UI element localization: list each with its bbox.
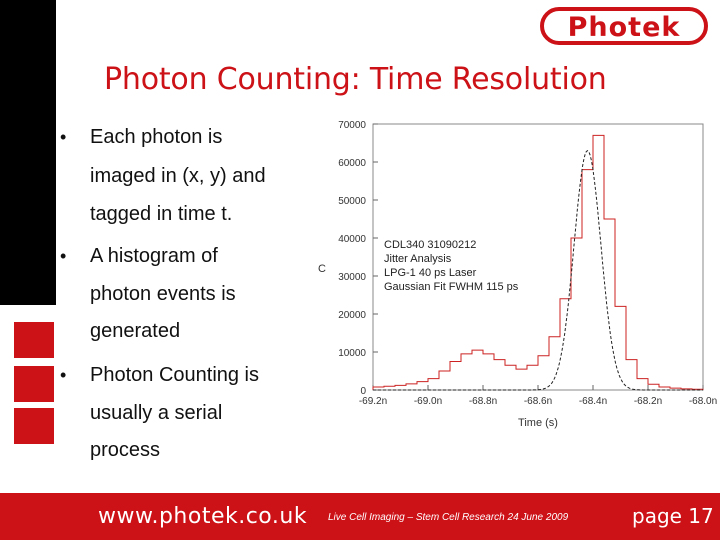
- footer-event: Live Cell Imaging – Stem Cell Research 2…: [328, 512, 569, 523]
- y-tick-label-7: 70000: [338, 120, 366, 131]
- bullet-2-text-2: photon events is: [90, 283, 236, 305]
- y-tick-label-5: 50000: [338, 196, 366, 207]
- x-tick-label-6: -68.0n: [689, 396, 717, 407]
- logo-text: Photek: [568, 12, 681, 43]
- bullet-3-text-3: process: [90, 439, 161, 461]
- slide-title: Photon Counting: Time Resolution: [104, 62, 607, 97]
- bullet-3-text-1: Photon Counting is: [90, 364, 260, 386]
- left-decor-bar: [0, 0, 56, 305]
- y-tick-label-0: 0: [360, 386, 366, 397]
- bullet-2-text-1: A histogram of: [90, 245, 218, 267]
- time-resolution-histogram-chart: 0 10000 20000 30000 40000 50000 60000 70000 -69…: [318, 120, 717, 429]
- footer-bar: www.photek.co.uk Live Cell Imaging – Ste…: [0, 493, 720, 540]
- annotation-line-1: Jitter Analysis: [384, 253, 452, 265]
- decor-square-1: [14, 322, 54, 358]
- x-axis: -69.2n -69.0n -68.8n -68.6n -68.4n -68.2n -68.…: [359, 385, 717, 407]
- bullet-2-dot: •: [60, 246, 67, 266]
- footer-url: www.photek.co.uk: [98, 504, 308, 529]
- decor-square-3: [14, 408, 54, 444]
- decor-square-2: [14, 366, 54, 402]
- x-tick-label-2: -68.8n: [469, 396, 497, 407]
- x-tick-label-4: -68.4n: [579, 396, 607, 407]
- bullet-1-text-3: tagged in time t.: [90, 203, 233, 225]
- annotation-line-0: CDL340 31090212: [384, 239, 476, 251]
- x-tick-label-1: -69.0n: [414, 396, 442, 407]
- footer-page-number: page 17: [632, 504, 714, 528]
- bullet-3-text-2: usually a serial: [90, 402, 223, 424]
- y-tick-label-6: 60000: [338, 158, 366, 169]
- bullet-2-text-3: generated: [90, 320, 181, 342]
- bullet-1-text-1: Each photon is: [90, 126, 223, 148]
- bullet-3-dot: •: [60, 365, 67, 385]
- y-tick-label-4: 40000: [338, 234, 366, 245]
- x-tick-label-5: -68.2n: [634, 396, 662, 407]
- bullet-1-text-2: imaged in (x, y) and: [90, 165, 266, 187]
- y-tick-label-3: 30000: [338, 272, 366, 283]
- x-tick-label-0: -69.2n: [359, 396, 387, 407]
- bullet-1-dot: •: [60, 127, 67, 147]
- annotation-line-2: LPG-1 40 ps Laser: [384, 267, 477, 279]
- annotation-line-3: Gaussian Fit FWHM 115 ps: [384, 281, 519, 293]
- histogram-series: [372, 134, 704, 390]
- y-axis: 0 10000 20000 30000 40000 50000 60000 70000: [338, 120, 378, 397]
- y-tick-label-1: 10000: [338, 348, 366, 359]
- y-tick-label-2: 20000: [338, 310, 366, 321]
- chart-annotation: CDL340 31090212 Jitter Analysis LPG-1 40 p…: [384, 239, 519, 293]
- photek-logo: Photek: [540, 7, 708, 45]
- gaussian-fit-series: [373, 149, 703, 391]
- y-axis-label: C: [318, 263, 326, 275]
- x-tick-label-3: -68.6n: [524, 396, 552, 407]
- x-axis-label: Time (s): [518, 417, 558, 429]
